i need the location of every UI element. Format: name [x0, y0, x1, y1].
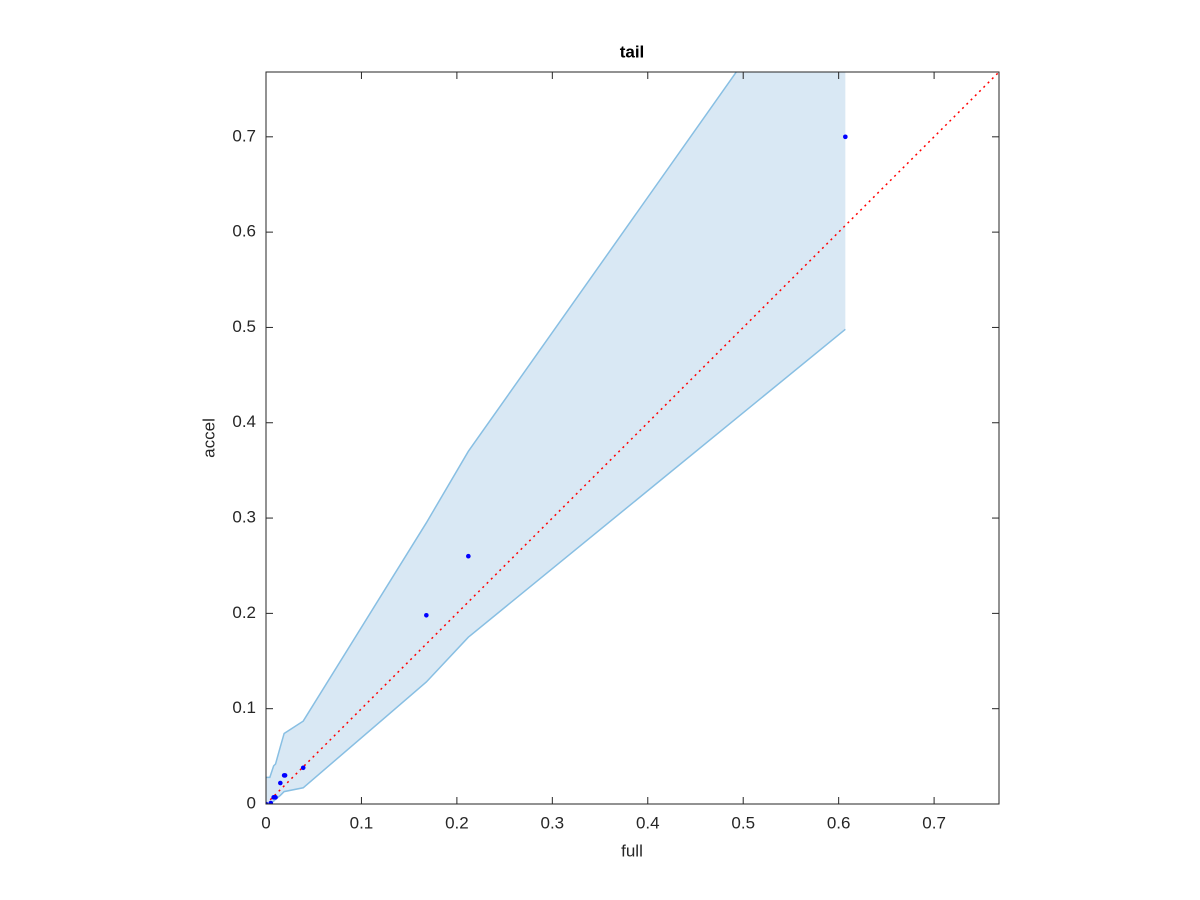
point	[268, 800, 274, 804]
reference-line	[266, 72, 999, 804]
x-tick-label: 0	[261, 813, 270, 832]
point	[843, 134, 848, 140]
y-tick-label: 0.6	[232, 222, 256, 241]
point	[466, 553, 471, 559]
x-tick-label: 0.6	[827, 813, 851, 832]
x-tick-label: 0.1	[350, 813, 374, 832]
x-tick-label: 0.3	[541, 813, 565, 832]
axes: 0 0.1 0.2 0.3 0.4 0.5 0.6 0.7 0 0.1 0.2 0.3 0.4 0.5 0.…	[232, 71, 1000, 832]
point	[282, 773, 288, 778]
point	[300, 765, 306, 771]
x-tick-label: 0.2	[445, 813, 469, 832]
y-tick-label: 0.2	[232, 603, 256, 622]
y-tick-label: 0.5	[232, 317, 256, 336]
y-tick-label: 0	[247, 793, 256, 812]
point	[266, 801, 269, 804]
x-tick-label: 0.4	[636, 813, 660, 832]
point	[278, 780, 283, 786]
y-axis-label: accel	[199, 418, 218, 458]
y-tick-label: 0.7	[232, 126, 256, 145]
plot-area	[266, 72, 999, 804]
y-tick-label: 0.4	[232, 412, 256, 431]
x-tick-label: 0.5	[731, 813, 755, 832]
x-tick-label: 0.7	[922, 813, 946, 832]
band-upper-edge	[266, 72, 738, 779]
point	[273, 795, 278, 800]
chart-title: tail	[620, 42, 645, 61]
confidence-band	[266, 72, 846, 804]
y-tick-label: 0.1	[232, 698, 256, 717]
y-tick-label: 0.3	[232, 508, 256, 527]
point	[424, 612, 429, 618]
x-axis-label: full	[621, 841, 643, 860]
axes-box	[265, 71, 1000, 805]
